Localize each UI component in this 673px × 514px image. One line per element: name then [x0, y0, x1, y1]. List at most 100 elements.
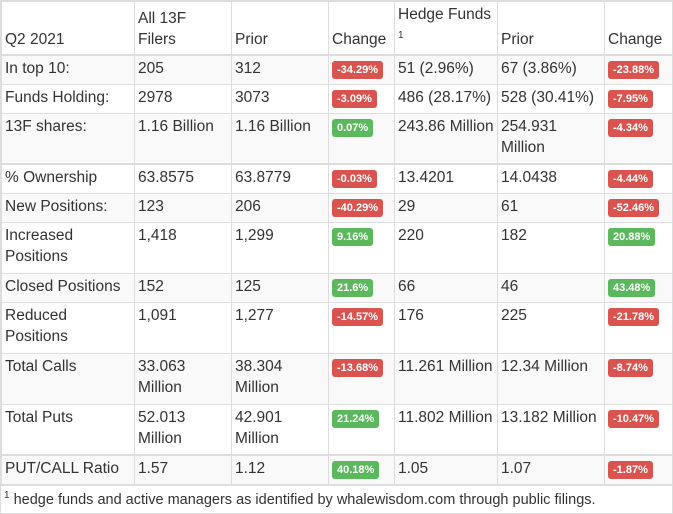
row-label-cell: Reduced Positions — [1, 301, 135, 354]
all-filers-value-cell: 33.063 Million — [134, 352, 232, 405]
change-badge: 40.18% — [332, 461, 380, 480]
prior-value-cell: 1,277 — [231, 301, 329, 354]
prior-value: 1.12 — [235, 460, 266, 478]
col-prior: Prior — [231, 1, 329, 57]
hedge-funds-value: 66 — [398, 277, 416, 295]
hf-change-badge-cell: -1.87% — [604, 454, 672, 485]
change-badge: 0.07% — [332, 118, 374, 137]
row-label: Closed Positions — [5, 277, 121, 295]
hf-change-badge: -7.95% — [608, 89, 653, 108]
change-badge: -0.03% — [332, 170, 377, 189]
hf-change-badge: 20.88% — [608, 227, 656, 246]
header-row: Q2 2021 All 13F Filers Prior Change Hedg… — [1, 1, 672, 57]
hf-prior-value: 46 — [501, 277, 519, 295]
all-filers-value-cell: 1.16 Billion — [134, 112, 232, 165]
change-badge-cell: 9.16% — [328, 221, 395, 274]
prior-value: 125 — [235, 277, 261, 295]
prior-value-cell: 312 — [231, 54, 329, 85]
hedge-funds-value: 176 — [398, 306, 424, 324]
hf-change-badge-cell: 20.88% — [604, 221, 672, 274]
hedge-funds-value-cell: 1.05 — [394, 454, 498, 485]
change-badge-cell: -40.29% — [328, 192, 395, 223]
change-badge: 9.16% — [332, 227, 374, 246]
hf-prior-value-cell: 61 — [497, 192, 605, 223]
prior-value-cell: 1.12 — [231, 454, 329, 485]
hedge-funds-label: Hedge Funds — [398, 6, 492, 23]
row-label-cell: Funds Holding: — [1, 83, 135, 114]
hf-prior-value-cell: 67 (3.86%) — [497, 54, 605, 85]
all-filers-value: 33.063 Million — [138, 357, 186, 396]
row-label-cell: Increased Positions — [1, 221, 135, 274]
all-filers-value: 205 — [138, 60, 164, 78]
col-all-filers: All 13F Filers — [134, 1, 232, 57]
hf-prior-value: 182 — [501, 226, 527, 244]
hf-prior-value: 254.931 Million — [501, 117, 558, 156]
table-row: Total Puts 52.013 Million 42.901 Million 21… — [1, 403, 672, 456]
hedge-funds-value: 1.05 — [398, 460, 429, 478]
hf-change-badge: -8.74% — [608, 358, 653, 377]
prior-value: 3073 — [235, 88, 270, 106]
col-hf-prior: Prior — [497, 1, 605, 57]
all-filers-value: 63.8575 — [138, 169, 195, 187]
all-filers-value: 52.013 Million — [138, 408, 186, 447]
hf-prior-value-cell: 254.931 Million — [497, 112, 605, 165]
hedge-funds-value-cell: 243.86 Million — [394, 112, 498, 165]
all-filers-value-cell: 123 — [134, 192, 232, 223]
hedge-funds-value-cell: 220 — [394, 221, 498, 274]
all-filers-value: 1,091 — [138, 306, 177, 324]
prior-value: 42.901 Million — [235, 408, 283, 447]
prior-value: 1.16 Billion — [235, 117, 311, 135]
hf-prior-value-cell: 1.07 — [497, 454, 605, 485]
row-label: 13F shares: — [5, 117, 87, 135]
row-label: Total Puts — [5, 408, 74, 426]
change-badge-cell: 21.24% — [328, 403, 395, 456]
hf-change-badge: -52.46% — [608, 198, 659, 217]
hedge-funds-value: 486 (28.17%) — [398, 88, 492, 106]
footnote-marker: 1 — [4, 489, 10, 501]
row-label-cell: Total Puts — [1, 403, 135, 456]
hf-prior-value: 12.34 Million — [501, 357, 589, 375]
all-filers-value-cell: 1.57 — [134, 454, 232, 485]
row-label: In top 10: — [5, 60, 70, 78]
row-label-cell: Total Calls — [1, 352, 135, 405]
change-badge: -13.68% — [332, 358, 383, 377]
change-badge: -3.09% — [332, 89, 377, 108]
prior-value-cell: 63.8779 — [231, 163, 329, 194]
table-row: Increased Positions 1,418 1,299 9.16% 220 182… — [1, 221, 672, 274]
hf-prior-value-cell: 13.182 Million — [497, 403, 605, 456]
hf-change-badge-cell: -8.74% — [604, 352, 672, 405]
prior-value: 1,277 — [235, 306, 274, 324]
all-filers-value-cell: 1,091 — [134, 301, 232, 354]
table-row: Closed Positions 152 125 21.6% 66 46 43.48% — [1, 272, 672, 303]
prior-value-cell: 206 — [231, 192, 329, 223]
hf-change-badge: 43.48% — [608, 278, 656, 297]
prior-value-cell: 38.304 Million — [231, 352, 329, 405]
all-filers-value: 123 — [138, 197, 164, 215]
hedge-funds-value: 13.4201 — [398, 169, 455, 187]
hedge-funds-value: 11.802 Million — [398, 408, 493, 426]
row-label: Total Calls — [5, 357, 77, 375]
change-badge: -40.29% — [332, 198, 383, 217]
hf-change-badge: -1.87% — [608, 461, 653, 480]
footnote: 1 hedge funds and active managers as ide… — [1, 484, 672, 512]
hf-prior-value: 528 (30.41%) — [501, 88, 595, 106]
prior-value: 38.304 Million — [235, 357, 283, 396]
col-quarter: Q2 2021 — [1, 1, 135, 57]
hf-change-badge-cell: -7.95% — [604, 83, 672, 114]
row-label-cell: PUT/CALL Ratio — [1, 454, 135, 485]
table-row: In top 10: 205 312 -34.29% 51 (2.96%) 67 (3.8… — [1, 54, 672, 85]
change-badge: 21.6% — [332, 278, 374, 297]
table-row: PUT/CALL Ratio 1.57 1.12 40.18% 1.05 1.07 -1.8… — [1, 454, 672, 485]
row-label: Increased Positions — [5, 226, 74, 265]
all-filers-value-cell: 52.013 Million — [134, 403, 232, 456]
hf-prior-value: 61 — [501, 197, 519, 215]
col-hedge-funds: Hedge Funds 1 — [394, 1, 498, 57]
table-row: Reduced Positions 1,091 1,277 -14.57% 176 225… — [1, 301, 672, 354]
change-badge-cell: -14.57% — [328, 301, 395, 354]
hf-prior-value: 225 — [501, 306, 527, 324]
hf-prior-value: 67 (3.86%) — [501, 60, 577, 78]
row-label-cell: New Positions: — [1, 192, 135, 223]
all-filers-value-cell: 1,418 — [134, 221, 232, 274]
hf-prior-value: 14.0438 — [501, 169, 558, 187]
